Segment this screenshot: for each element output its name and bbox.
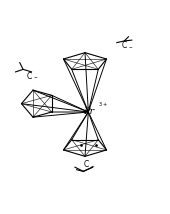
Text: $^{-}$: $^{-}$ xyxy=(128,46,133,51)
Text: C: C xyxy=(122,42,127,51)
Text: C: C xyxy=(26,71,32,80)
Text: $^{-}$: $^{-}$ xyxy=(33,76,38,81)
Text: $^{-}$: $^{-}$ xyxy=(90,165,95,170)
Text: C: C xyxy=(83,160,88,169)
Text: $^{3+}$: $^{3+}$ xyxy=(98,101,107,107)
Text: Pr: Pr xyxy=(84,107,95,116)
